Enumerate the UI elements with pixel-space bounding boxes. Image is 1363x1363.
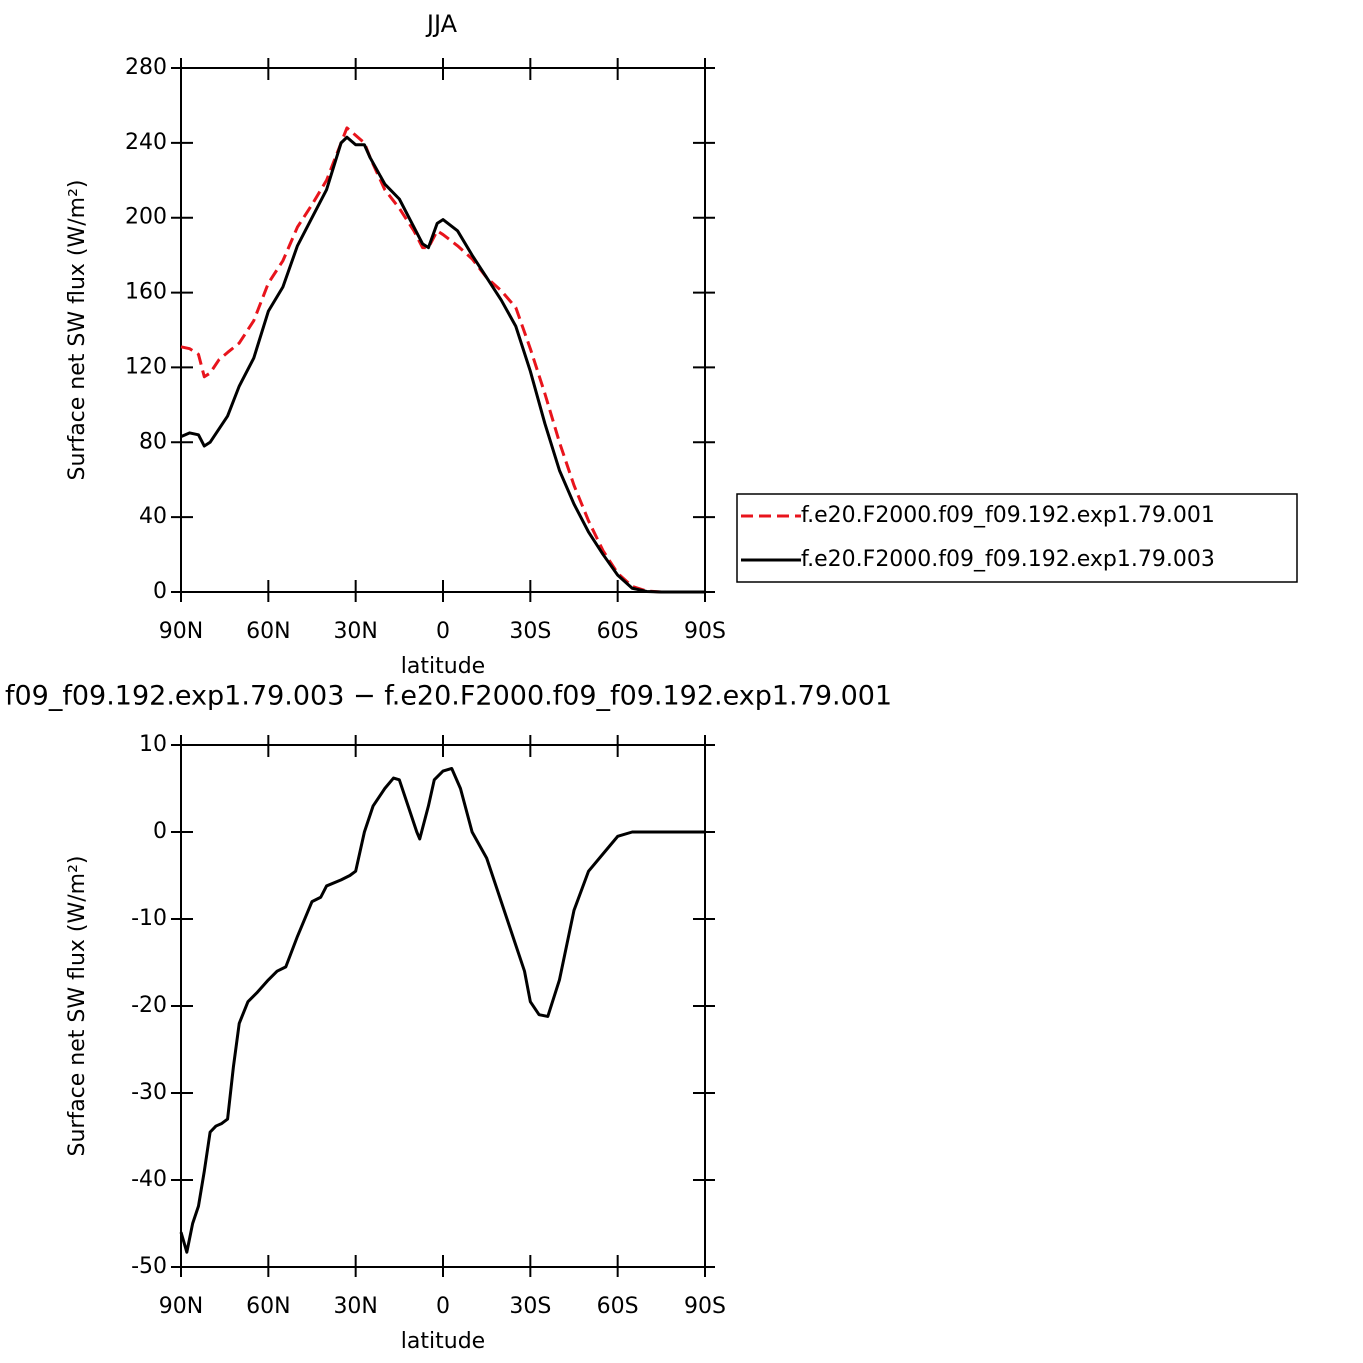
x-tick-label: 0 [436, 1294, 450, 1319]
data-line [179, 766, 705, 1254]
y-tick-label: 240 [125, 130, 167, 155]
chart-title: f09_f09.192.exp1.79.003 − f.e20.F2000.f0… [5, 681, 892, 712]
y-axis-label: Surface net SW flux (W/m²) [65, 855, 90, 1156]
y-tick-label: 120 [125, 354, 167, 379]
x-tick-label: 0 [436, 619, 450, 644]
y-tick-label: 0 [153, 819, 167, 844]
x-tick-label: 90S [684, 619, 726, 644]
x-tick-label: 60N [246, 619, 290, 644]
y-tick-label: 10 [139, 732, 167, 757]
y-tick-label: 0 [153, 579, 167, 604]
y-tick-label: 280 [125, 55, 167, 80]
x-tick-label: 30N [333, 619, 377, 644]
y-axis-label: Surface net SW flux (W/m²) [65, 179, 90, 480]
data-line [180, 135, 705, 594]
x-tick-label: 30N [333, 1294, 377, 1319]
x-tick-label: 30S [509, 619, 551, 644]
legend-box [736, 493, 1298, 583]
x-axis-label: latitude [401, 1329, 485, 1354]
y-tick-label: 80 [139, 429, 167, 454]
x-tick-label: 90N [159, 1294, 203, 1319]
y-tick-label: -10 [131, 906, 167, 931]
x-tick-label: 90S [684, 1294, 726, 1319]
x-tick-label: 90N [159, 619, 203, 644]
x-axis-label: latitude [401, 654, 485, 679]
y-tick-label: -40 [131, 1167, 167, 1192]
y-tick-label: -20 [131, 993, 167, 1018]
x-tick-label: 60S [597, 619, 639, 644]
y-tick-label: -50 [131, 1254, 167, 1279]
data-line [180, 126, 705, 594]
legend-label: f.e20.F2000.f09_f09.192.exp1.79.001 [801, 503, 1215, 528]
chart-title: JJA [425, 10, 458, 38]
x-tick-label: 30S [509, 1294, 551, 1319]
x-tick-label: 60S [597, 1294, 639, 1319]
y-tick-label: 40 [139, 504, 167, 529]
y-tick-label: 160 [125, 280, 167, 305]
x-tick-label: 60N [246, 1294, 290, 1319]
legend-label: f.e20.F2000.f09_f09.192.exp1.79.003 [801, 547, 1215, 572]
y-tick-label: -30 [131, 1080, 167, 1105]
plot-frame [180, 67, 706, 593]
plot-frame [180, 744, 706, 1268]
y-tick-label: 200 [125, 205, 167, 230]
